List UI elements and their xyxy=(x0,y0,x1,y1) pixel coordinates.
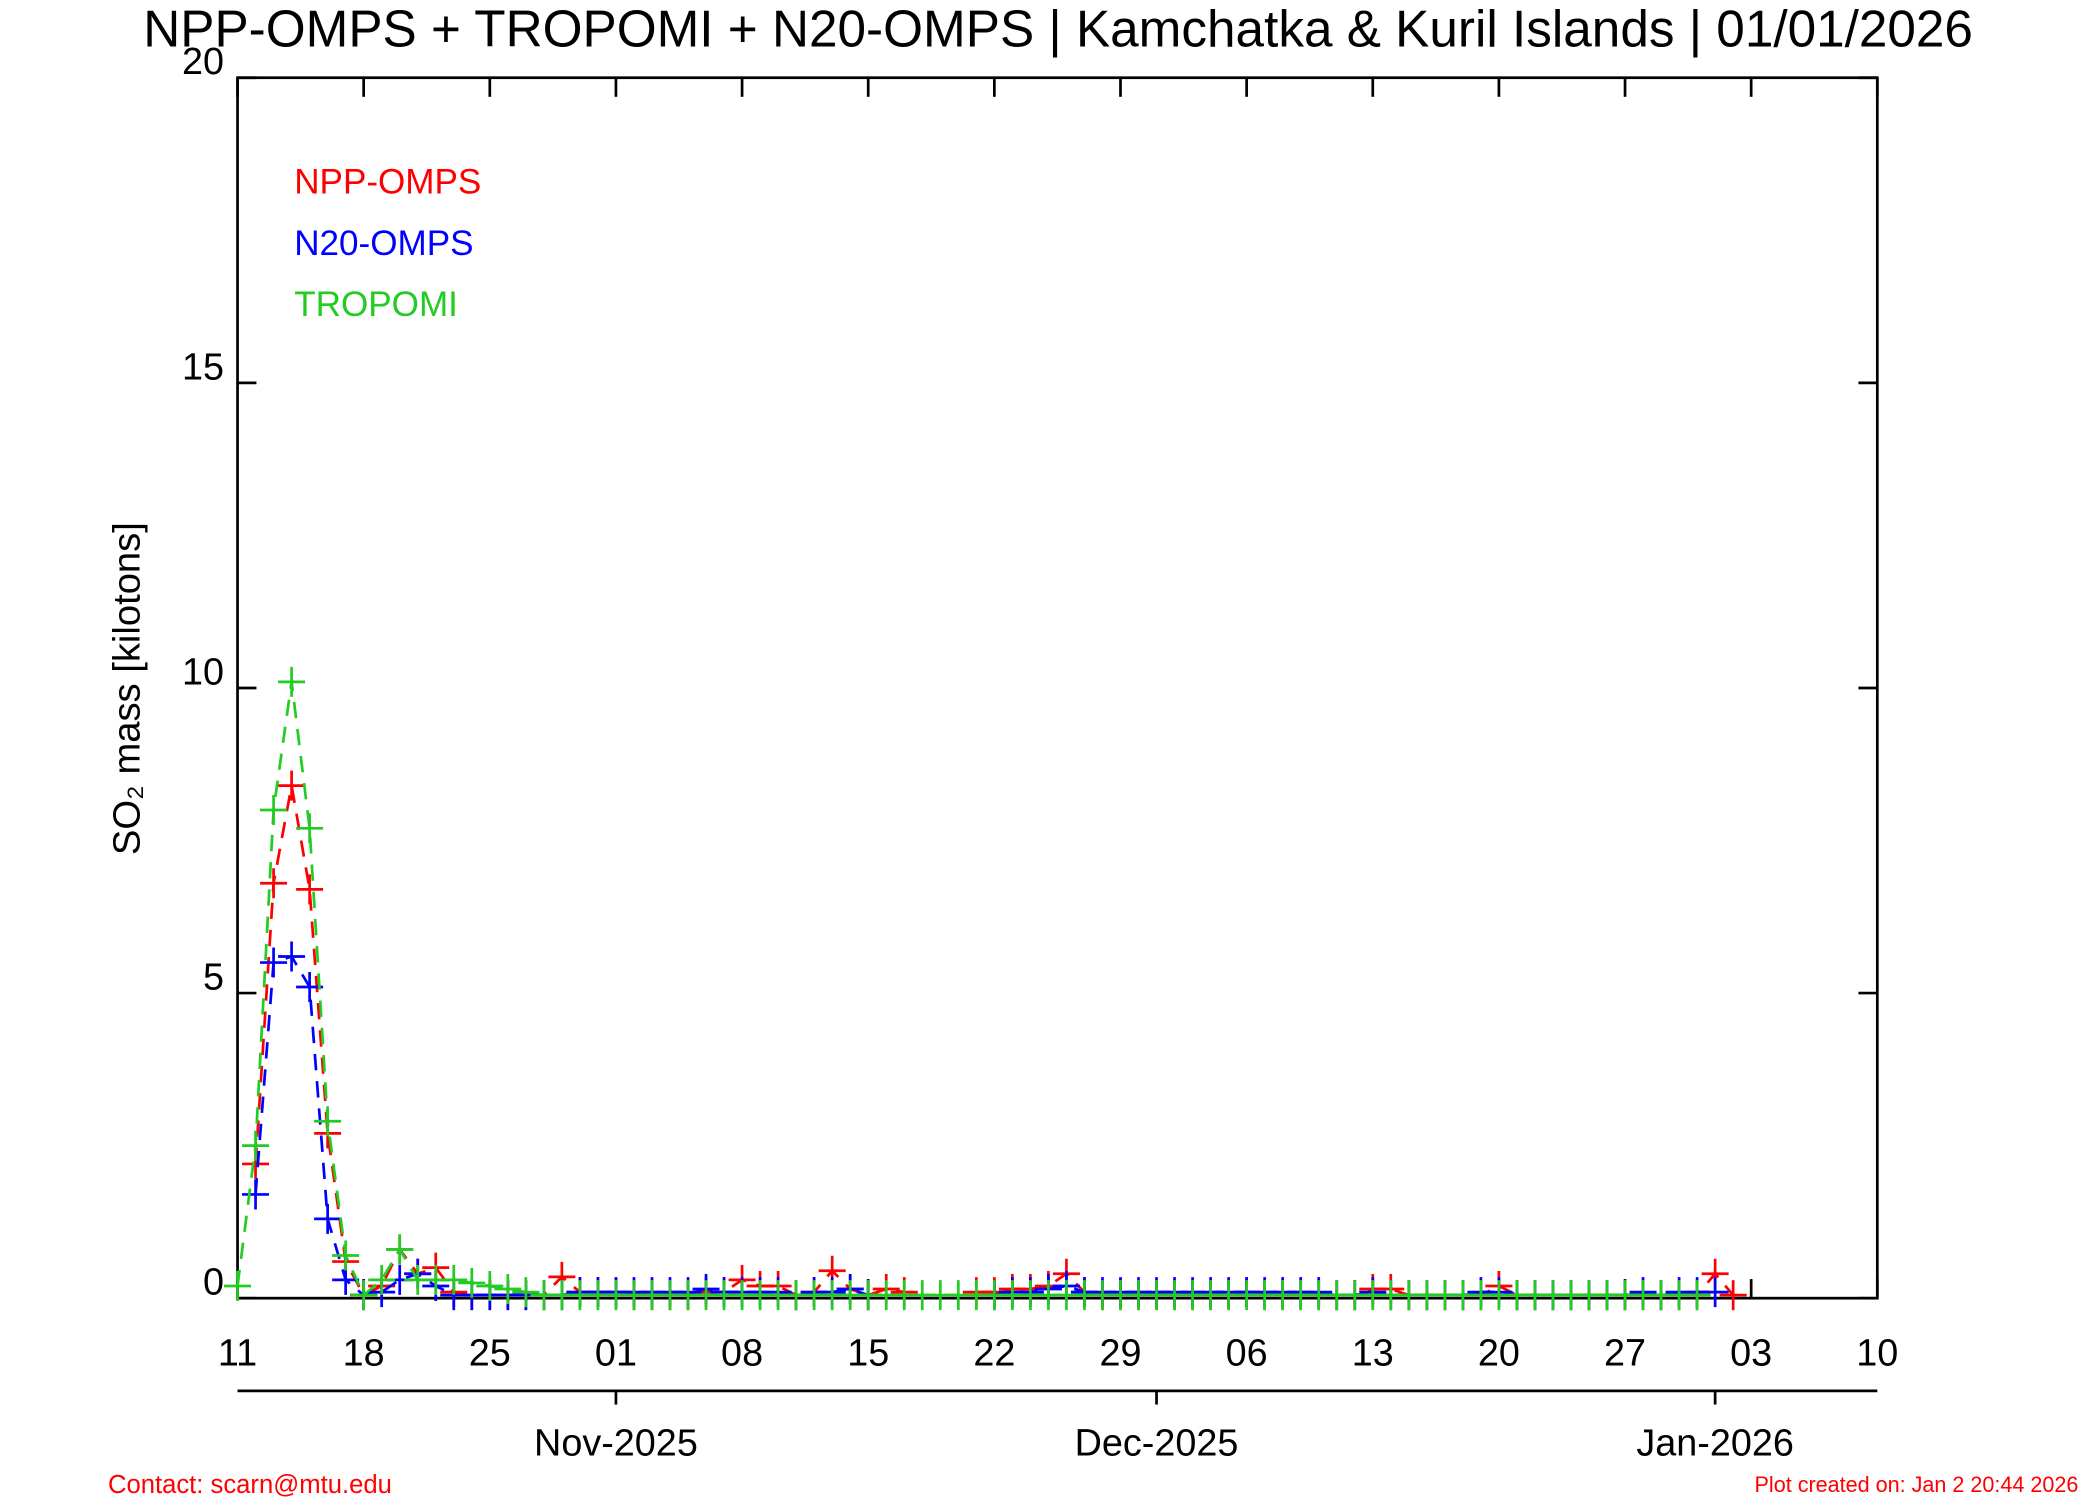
point-marker xyxy=(242,1179,270,1210)
x-tick-label: 20 xyxy=(1478,1332,1520,1374)
month-tick-label: Nov-2025 xyxy=(534,1422,698,1464)
chart-title: NPP-OMPS + TROPOMI + N20-OMPS | Kamchatk… xyxy=(143,0,1973,57)
point-marker xyxy=(278,666,306,697)
point-marker xyxy=(278,770,306,801)
point-marker xyxy=(476,1270,504,1301)
point-marker xyxy=(494,1274,522,1305)
footer-contact: Contact: scarn@mtu.edu xyxy=(108,1471,392,1499)
point-marker xyxy=(260,794,288,825)
point-marker xyxy=(458,1267,486,1298)
point-marker xyxy=(1719,1280,1747,1311)
x-tick-label: 01 xyxy=(595,1332,637,1374)
legend-entry: NPP-OMPS xyxy=(294,162,481,201)
x-tick-label: 08 xyxy=(721,1332,763,1374)
x-tick-label: 03 xyxy=(1730,1332,1772,1374)
footer-created: Plot created on: Jan 2 20:44 2026 xyxy=(1755,1472,2079,1497)
point-marker xyxy=(1683,1280,1711,1311)
point-marker xyxy=(296,813,324,844)
point-marker xyxy=(314,1106,342,1137)
month-tick-label: Dec-2025 xyxy=(1075,1422,1239,1464)
point-marker xyxy=(512,1277,540,1308)
y-tick-label: 10 xyxy=(182,651,224,693)
plot-frame xyxy=(236,76,1879,1300)
y-tick-label: 5 xyxy=(203,956,224,998)
y-tick-label: 0 xyxy=(203,1261,224,1303)
y-axis-label: SO₂ mass [kilotons] xyxy=(107,522,149,855)
month-tick-label: Jan-2026 xyxy=(1636,1422,1794,1464)
point-marker xyxy=(350,1280,378,1311)
x-tick-label: 22 xyxy=(973,1332,1015,1374)
point-marker xyxy=(260,947,288,978)
series-line xyxy=(236,681,1698,1298)
point-marker xyxy=(242,1130,270,1161)
x-tick-label: 10 xyxy=(1856,1332,1898,1374)
x-tick-label: 29 xyxy=(1099,1332,1141,1374)
point-marker xyxy=(332,1240,360,1271)
x-tick-label: 13 xyxy=(1352,1332,1394,1374)
point-marker xyxy=(386,1234,414,1265)
point-marker xyxy=(440,1264,468,1295)
x-tick-label: 06 xyxy=(1226,1332,1268,1374)
legend-entry: N20-OMPS xyxy=(294,224,473,263)
point-marker xyxy=(314,1203,342,1234)
point-marker xyxy=(278,941,306,972)
x-tick-label: 15 xyxy=(847,1332,889,1374)
legend-entry: TROPOMI xyxy=(294,285,458,324)
y-tick-label: 20 xyxy=(182,41,224,83)
series-line xyxy=(254,785,1735,1297)
point-marker xyxy=(296,874,324,905)
x-tick-label: 27 xyxy=(1604,1332,1646,1374)
point-marker xyxy=(1701,1277,1729,1308)
point-marker xyxy=(368,1264,396,1295)
point-marker xyxy=(260,868,288,899)
x-tick-label: 25 xyxy=(469,1332,511,1374)
series-line xyxy=(254,954,1716,1297)
x-tick-label: 11 xyxy=(218,1332,257,1374)
point-marker xyxy=(224,1270,252,1301)
x-tick-label: 18 xyxy=(343,1332,385,1374)
y-tick-label: 15 xyxy=(182,346,224,388)
